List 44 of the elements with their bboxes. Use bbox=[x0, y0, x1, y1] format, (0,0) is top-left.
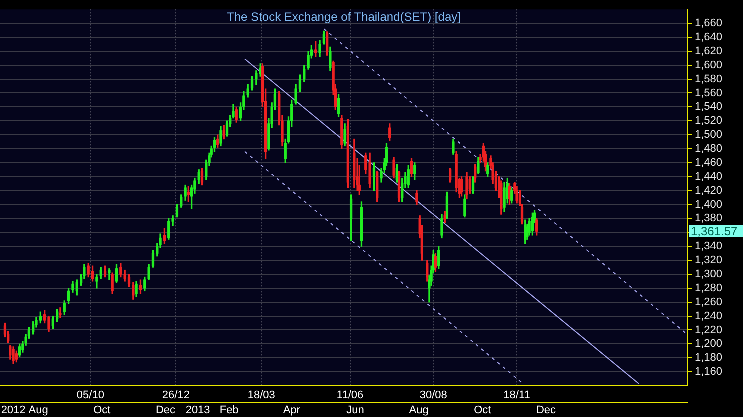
x2-tick-label: Oct bbox=[474, 404, 492, 417]
x2-tick-label: 2012 bbox=[1, 404, 26, 417]
y-tick-label: 1,280 bbox=[695, 282, 723, 294]
y-tick-label: 1,540 bbox=[695, 101, 723, 114]
x-tick-label: 18/03 bbox=[248, 390, 276, 402]
y-tick-label: 1,300 bbox=[695, 268, 723, 281]
y-tick-label: 1,220 bbox=[695, 324, 723, 336]
y-tick-label: 1,240 bbox=[695, 310, 723, 322]
y-tick-label: 1,660 bbox=[695, 18, 723, 30]
y-tick-label: 1,580 bbox=[695, 73, 723, 86]
y-tick-label: 1,620 bbox=[695, 45, 723, 58]
x-tick-label: 11/06 bbox=[336, 390, 364, 402]
x2-tick-label: Aug bbox=[28, 404, 48, 417]
y-tick-label: 1,560 bbox=[695, 87, 723, 100]
y-tick-label: 1,600 bbox=[695, 59, 723, 72]
text: 1,361.57 bbox=[691, 224, 738, 238]
x2-tick-label: Dec bbox=[156, 404, 176, 417]
y-tick-label: 1,460 bbox=[695, 156, 723, 169]
y-tick-label: 1,640 bbox=[695, 32, 723, 44]
y-tick-label: 1,480 bbox=[695, 143, 723, 156]
x2-tick-label: Aug bbox=[409, 404, 429, 417]
x-tick-label: 26/12 bbox=[162, 390, 190, 402]
y-tick-label: 1,200 bbox=[695, 338, 723, 350]
x2-tick-label: Dec bbox=[536, 404, 557, 417]
chart-title: The Stock Exchange of Thailand(SET) [day] bbox=[227, 10, 461, 24]
y-tick-label: 1,260 bbox=[695, 296, 723, 308]
x2-tick-label: Feb bbox=[220, 404, 239, 417]
x-tick-label: 18/11 bbox=[504, 390, 530, 402]
y-tick-label: 1,420 bbox=[695, 184, 723, 197]
y-tick-label: 1,320 bbox=[695, 254, 723, 267]
y-tick-label: 1,160 bbox=[695, 366, 723, 378]
x2-tick-label: Apr bbox=[283, 404, 301, 417]
x2-tick-label: Jun bbox=[346, 404, 364, 417]
y-tick-label: 1,340 bbox=[695, 240, 723, 253]
y-tick-label: 1,380 bbox=[695, 212, 723, 225]
y-tick-label: 1,500 bbox=[695, 129, 723, 142]
x-tick-label: 05/10 bbox=[76, 390, 104, 402]
y-tick-label: 1,440 bbox=[695, 170, 723, 183]
y-tick-label: 1,180 bbox=[695, 352, 723, 364]
x2-tick-label: 2013 bbox=[186, 404, 210, 417]
y-tick-label: 1,520 bbox=[695, 115, 723, 128]
x-tick-label: 30/08 bbox=[420, 390, 448, 402]
y-tick-label: 1,400 bbox=[695, 198, 723, 211]
x2-tick-label: Oct bbox=[94, 404, 111, 417]
